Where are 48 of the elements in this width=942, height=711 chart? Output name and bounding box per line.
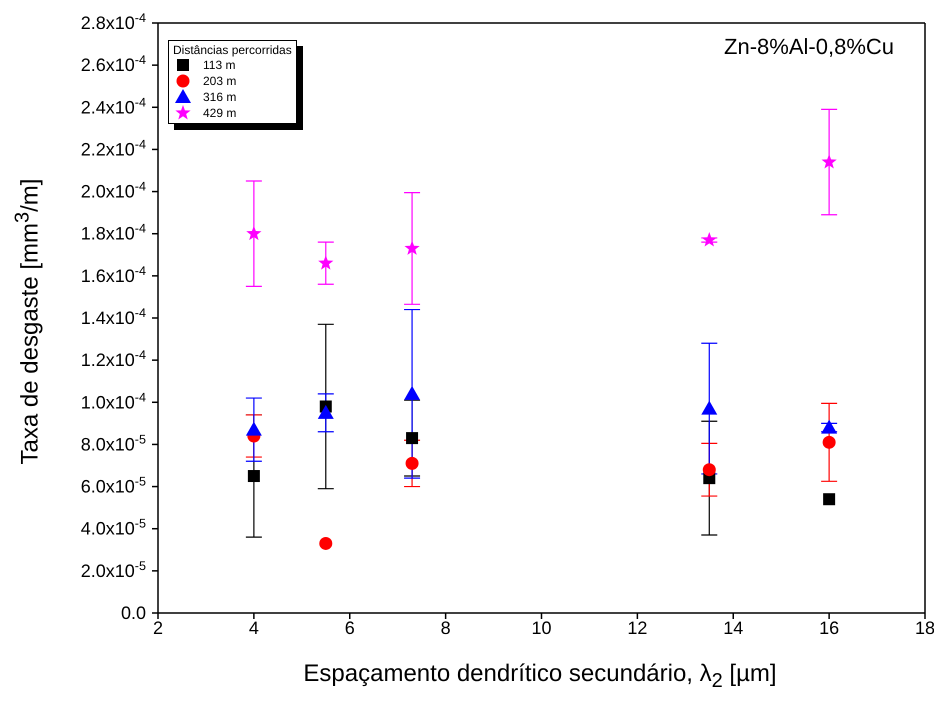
point [246,226,262,240]
point [702,463,716,476]
point [701,400,718,415]
y-tick-label: 8.0x10$^{-5}$ [80,432,146,454]
point [821,420,838,434]
legend-title: Distâncias percorridas [173,43,292,57]
point [248,470,260,482]
point [702,232,717,247]
x-tick-label: 10 [531,618,552,638]
y-tick-label: 0.0 [120,603,146,623]
y-tick-label: 2.0x10$^{-5}$ [80,558,146,581]
x-tick-label: 4 [248,618,259,638]
y-tick-label: 1.6x10$^{-4}$ [80,264,146,286]
y-tick-label: 1.8x10$^{-4}$ [80,222,146,244]
x-tick-label: 8 [440,618,451,638]
y-tick-label: 2.4x10$^{-4}$ [80,95,146,118]
y-tick-label: 4.0x10$^{-5}$ [80,516,146,539]
annotation: Zn-8%Al-0,8%Cu [724,34,894,59]
point [319,536,332,550]
legend-label: 429 m [203,106,236,120]
point [406,456,419,470]
point [822,436,836,449]
point [318,255,334,270]
y-tick-label: 2.8x10$^{-4}$ [80,11,146,33]
point [404,240,420,255]
legend-label: 113 m [203,58,236,72]
x-tick-label: 18 [914,618,936,638]
point [404,386,420,400]
y-tick-label: 6.0x10$^{-5}$ [80,474,146,497]
y-tick-label: 1.4x10$^{-4}$ [80,306,146,328]
y-tick-label: 2.6x10$^{-4}$ [80,53,146,76]
y-tick-label: 1.2x10$^{-4}$ [80,348,146,370]
legend-label: 203 m [203,74,236,88]
x-tick-label: 12 [627,618,648,638]
x-axis-title: Espaçamento dendrítico secundário, λ$_{2}$ [µm] [303,660,777,692]
x-tick-label: 16 [819,618,840,638]
y-tick-label: 2.2x10$^{-4}$ [80,137,146,160]
x-tick-label: 2 [152,618,164,638]
point [406,432,418,444]
y-tick-label: 1.0x10$^{-4}$ [80,390,146,412]
legend-label: 316 m [203,90,236,104]
x-tick-label: 6 [344,618,355,638]
point [318,404,334,419]
point [822,154,837,169]
point [823,493,836,506]
x-tick-label: 14 [723,618,744,638]
point [246,422,262,436]
y-tick-label: 2.0x10$^{-4}$ [80,180,146,202]
